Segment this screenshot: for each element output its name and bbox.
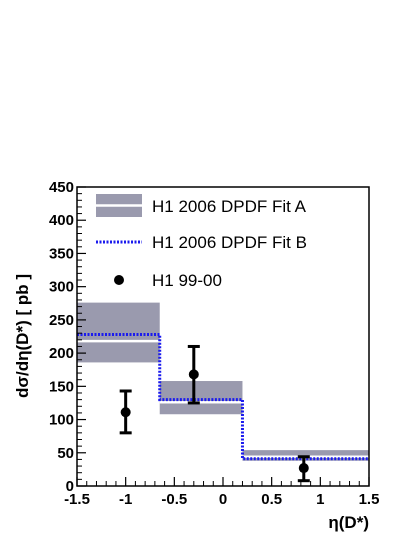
x-tick-label: -0.5 [161,491,187,508]
fit-a-bands [77,302,369,461]
y-tick-label: 100 [49,412,74,429]
x-axis-label: η(D*) [328,513,369,532]
x-tick-label: 0.5 [261,491,282,508]
y-axis-label: dσ/dη(D*) [ pb ] [13,274,32,398]
x-tick-label: 1 [316,491,324,508]
x-tick-label: 0 [219,491,227,508]
fit-a-band-1 [159,381,243,415]
y-tick-label: 300 [49,279,74,296]
y-tick-label: 350 [49,245,74,262]
legend-label-1: H1 2006 DPDF Fit B [152,233,307,252]
legend: H1 2006 DPDF Fit A H1 2006 DPDF Fit B H1 9… [96,194,307,290]
axis-ticks: -1.5 -1 -0.5 0 0.5 1 1.5 0 50 100 150 200 250 300 350 4… [49,179,379,508]
fit-a-band-0 [77,302,160,363]
y-tick-label: 200 [49,345,74,362]
y-tick-label: 400 [49,212,74,229]
y-tick-label: 50 [57,445,74,462]
data-point-0 [120,407,131,418]
fit-b-line [77,333,369,461]
data-points [119,344,310,483]
data-point-2 [298,463,309,474]
fit-b-step [77,333,369,461]
y-tick-label: 0 [66,478,74,495]
y-tick-label: 450 [49,179,74,196]
x-tick-label: -1 [119,491,132,508]
legend-point-swatch [114,275,124,285]
y-tick-label: 150 [49,378,74,395]
x-tick-label: -1.5 [64,491,90,508]
legend-label-0: H1 2006 DPDF Fit A [152,197,307,216]
data-point-1 [188,369,199,380]
legend-label-2: H1 99-00 [152,271,222,290]
y-tick-label: 250 [49,312,74,329]
x-tick-label: 1.5 [359,491,380,508]
